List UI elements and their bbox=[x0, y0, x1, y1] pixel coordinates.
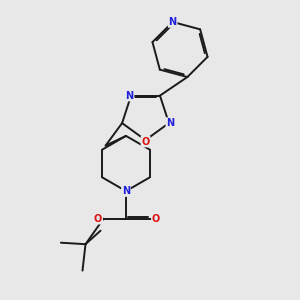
Text: N: N bbox=[166, 118, 175, 128]
Text: O: O bbox=[152, 214, 160, 224]
Text: N: N bbox=[125, 91, 134, 100]
Text: N: N bbox=[122, 186, 130, 196]
Text: O: O bbox=[141, 136, 150, 147]
Text: O: O bbox=[94, 214, 102, 224]
Text: N: N bbox=[169, 17, 177, 27]
